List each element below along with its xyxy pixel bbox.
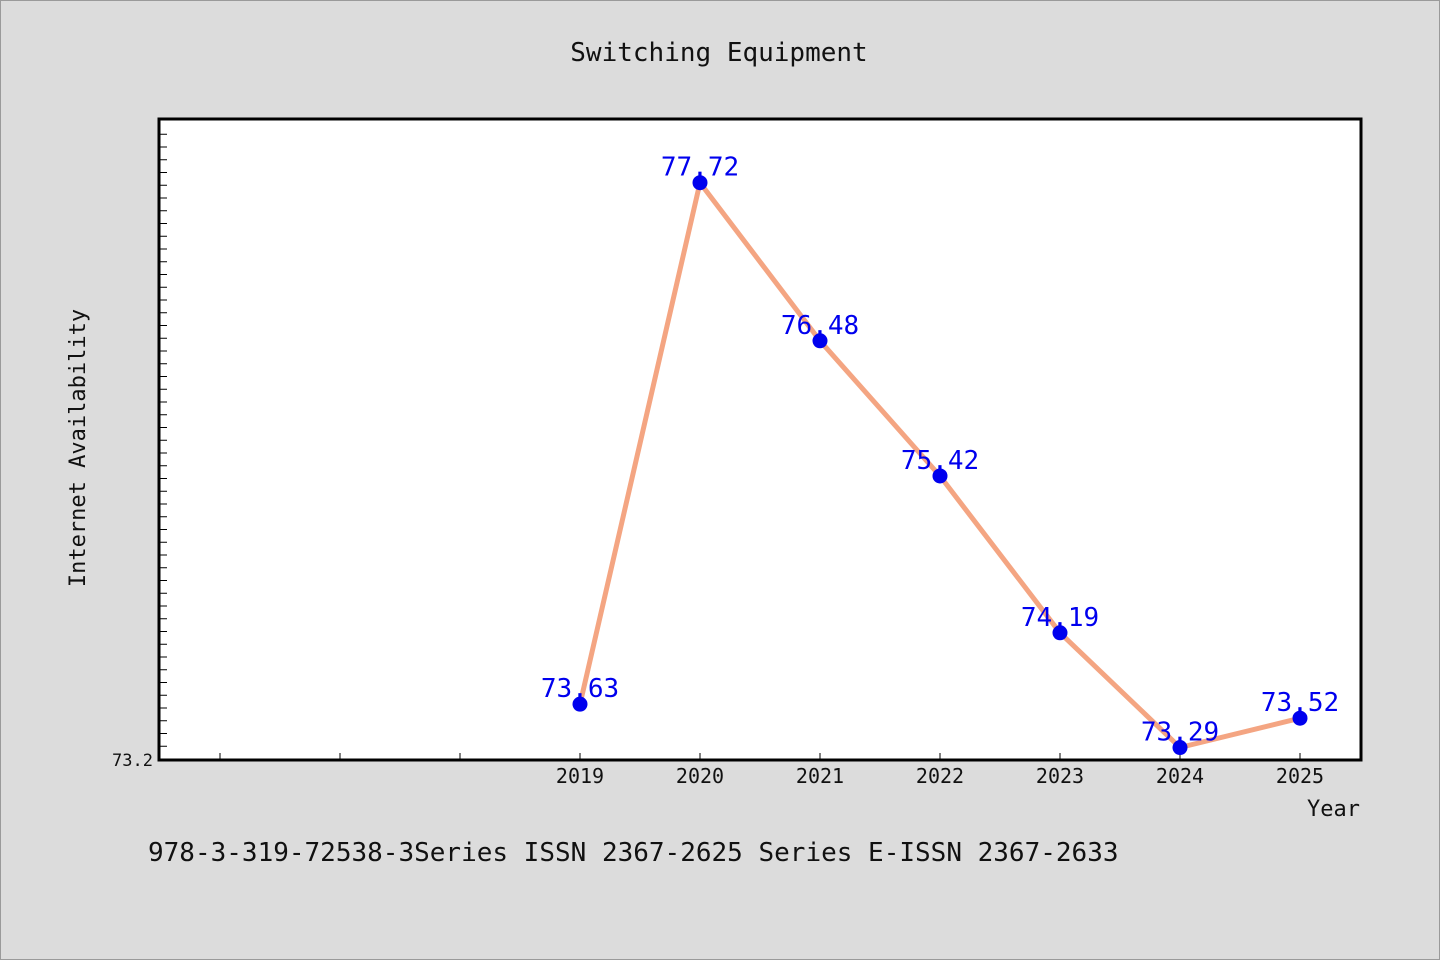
data-point — [1052, 625, 1068, 641]
x-axis-ticks — [219, 753, 1301, 759]
data-label: 77.72 — [661, 153, 739, 183]
x-tick-label: 2019 — [556, 764, 604, 788]
plot-area — [157, 117, 1363, 762]
data-label-group: 73.63 77.72 76.48 75.42 74.19 73.29 73.52 — [541, 153, 1339, 748]
x-axis-tick-labels: 2019 2020 2021 2022 2023 2024 2025 — [556, 764, 1324, 788]
x-tick-label: 2025 — [1276, 764, 1324, 788]
data-point — [572, 696, 588, 712]
chart-title: Switching Equipment — [570, 38, 867, 68]
x-tick-label: 2023 — [1036, 764, 1084, 788]
x-axis-label: Year — [1307, 797, 1360, 822]
data-label: 74.19 — [1021, 603, 1099, 633]
data-point — [1292, 710, 1308, 726]
x-tick-label: 2021 — [796, 764, 844, 788]
y-tick-label: 73.2 — [112, 751, 153, 771]
x-tick-label: 2022 — [916, 764, 964, 788]
data-label: 75.42 — [901, 446, 979, 476]
data-point — [692, 175, 708, 191]
y-axis-ticks — [160, 133, 167, 747]
y-axis-label: Internet Availability — [66, 309, 91, 587]
x-tick-label: 2020 — [676, 764, 724, 788]
data-label: 73.63 — [541, 674, 619, 704]
data-label: 73.52 — [1261, 688, 1339, 718]
data-point — [812, 333, 828, 349]
data-point — [932, 468, 948, 484]
data-label: 76.48 — [781, 311, 859, 341]
data-label: 73.29 — [1141, 718, 1219, 748]
data-point — [1172, 740, 1188, 756]
footer-identifier: 978-3-319-72538-3Series ISSN 2367-2625 S… — [148, 838, 1119, 868]
series-group — [572, 175, 1308, 756]
x-tick-label: 2024 — [1156, 764, 1204, 788]
